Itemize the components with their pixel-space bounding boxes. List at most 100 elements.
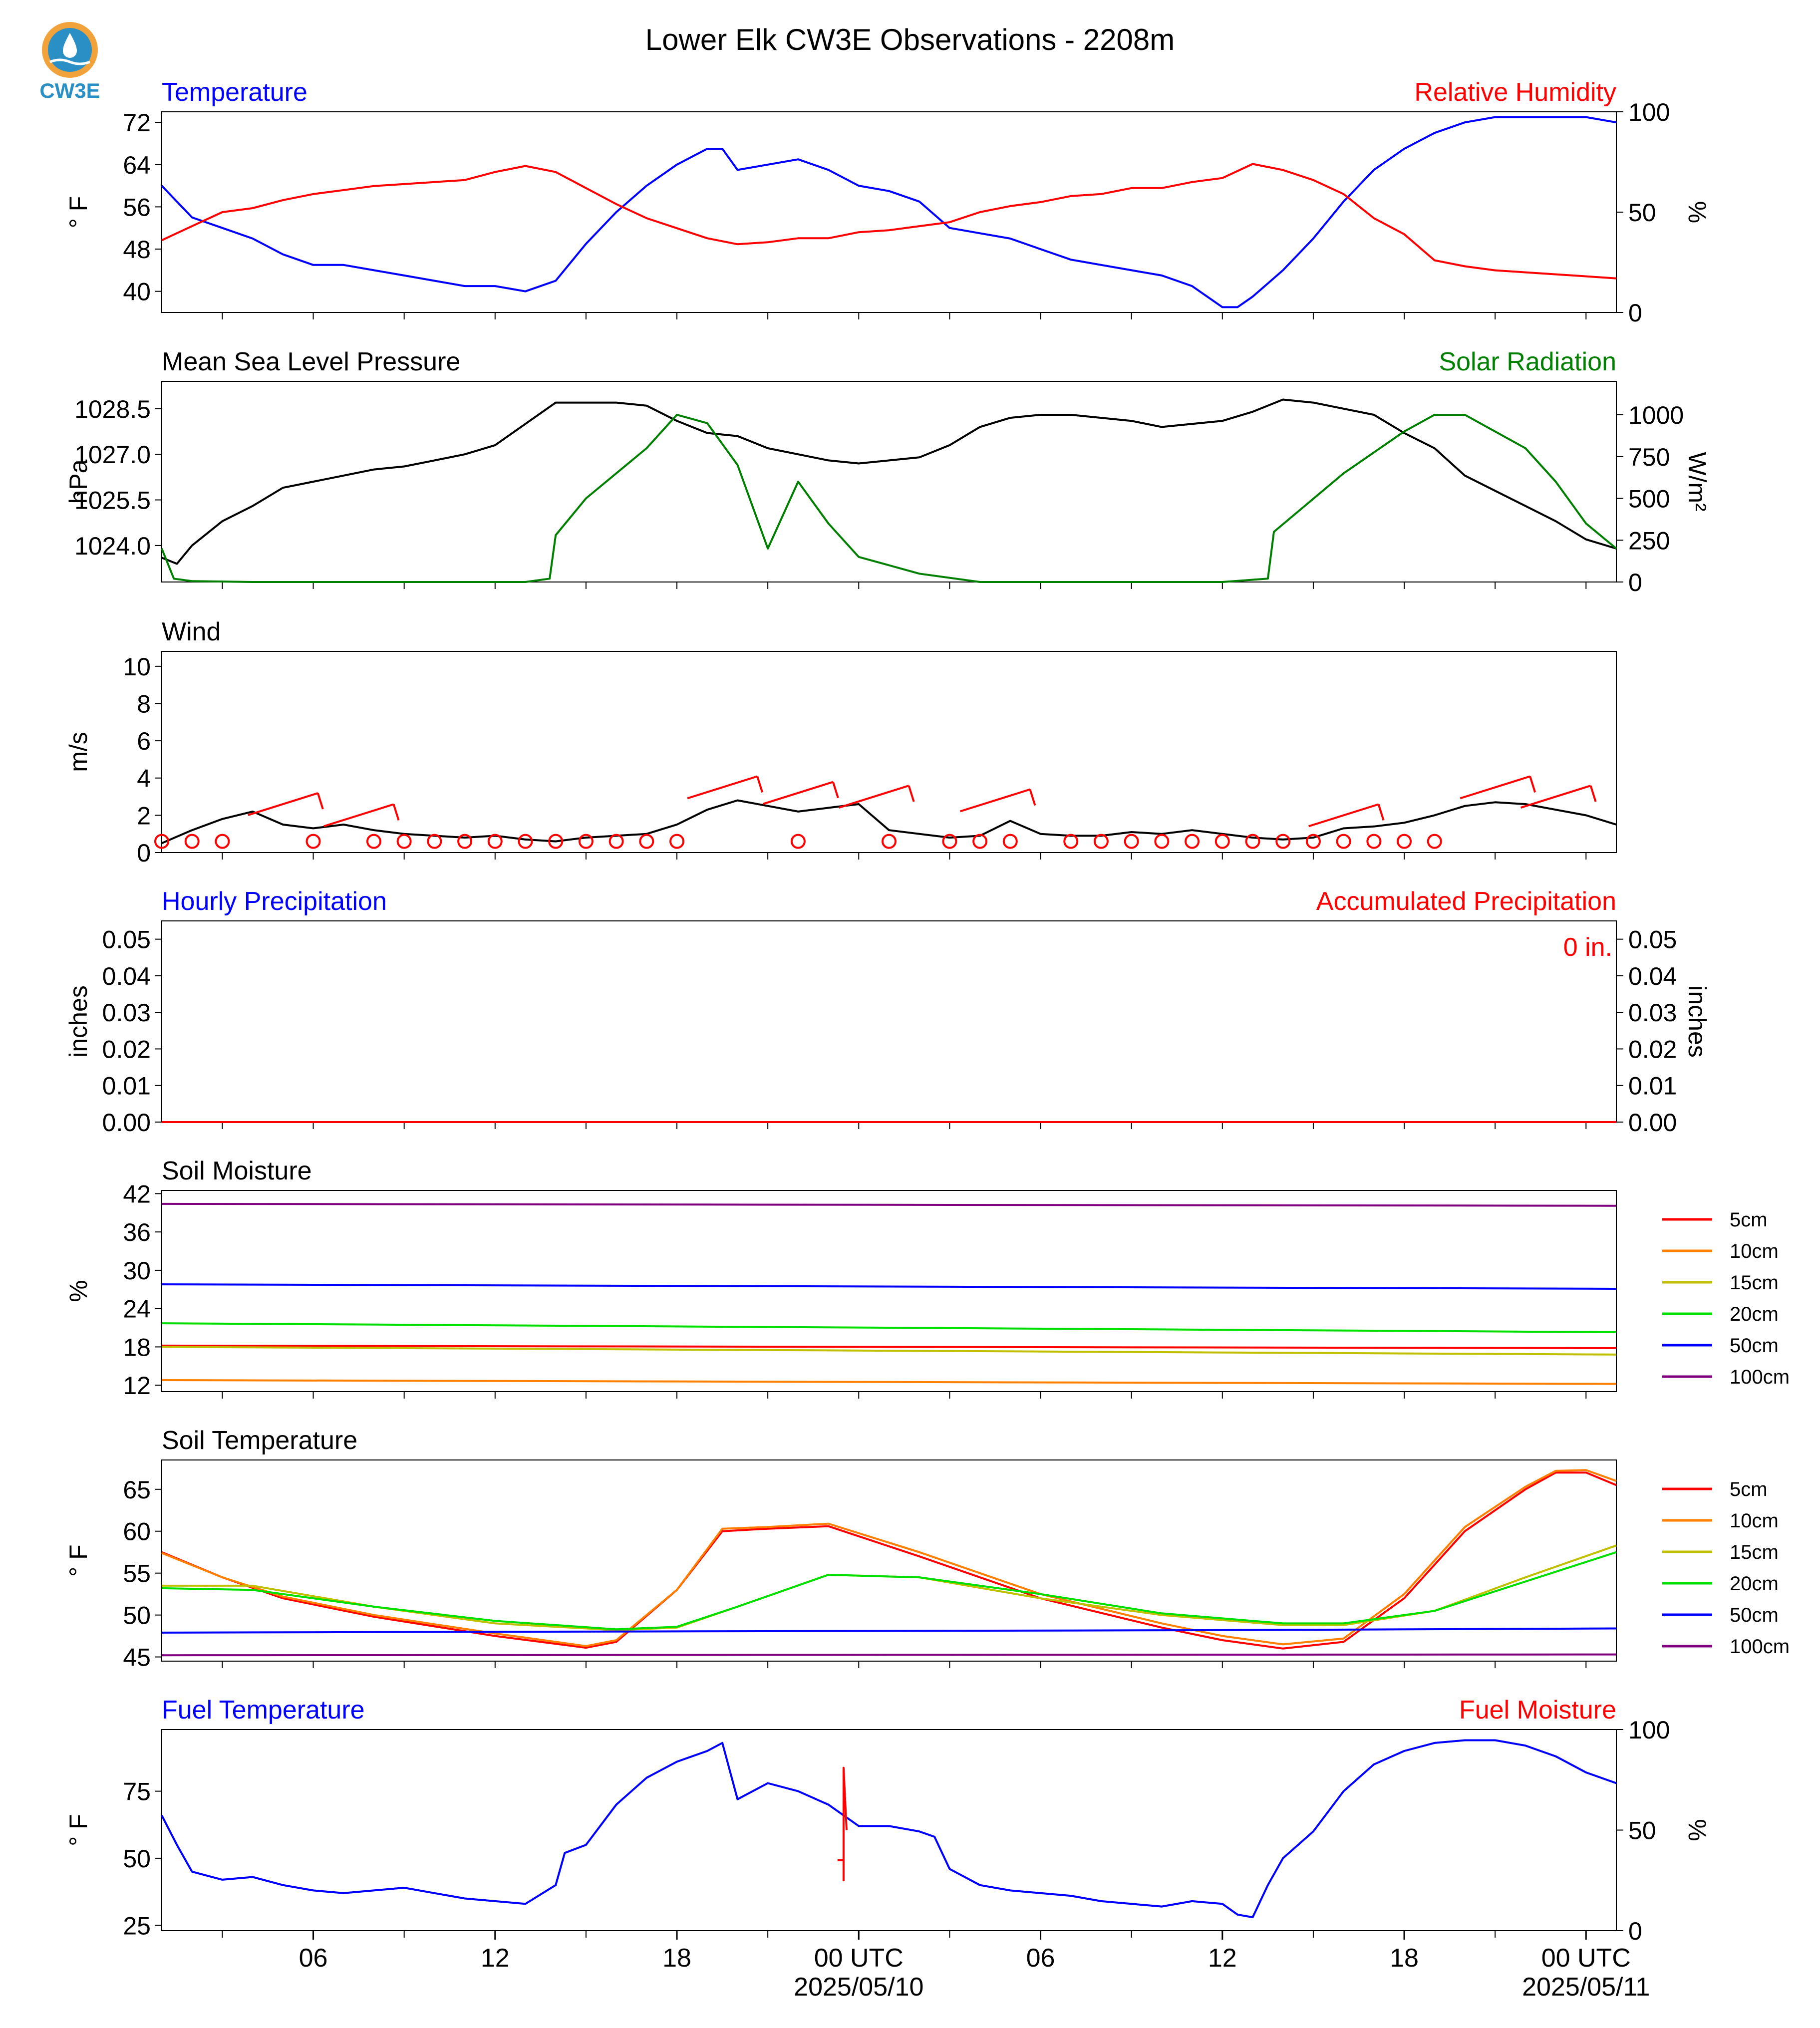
- y-right-tick-label: 0.05: [1628, 926, 1677, 954]
- wind-barb-flag: [756, 776, 764, 793]
- y-tick-label: 0.03: [102, 999, 151, 1027]
- panel-title-left: Soil Moisture: [162, 1157, 312, 1185]
- x-tick-label: 18: [1390, 1944, 1419, 1973]
- calm-wind-circle: [1275, 834, 1291, 849]
- plot-frame: [161, 111, 1617, 313]
- y-tick-label: 48: [123, 236, 151, 264]
- legend-label: 50cm: [1730, 1335, 1779, 1357]
- wind-barb: [1520, 785, 1591, 809]
- y-tick-label: 10: [123, 653, 151, 681]
- wind-barb: [248, 792, 318, 816]
- calm-wind-circle: [790, 834, 806, 849]
- y-tick-label: 30: [123, 1257, 151, 1285]
- calm-wind-circle: [427, 834, 442, 849]
- panel-title-left: Fuel Temperature: [162, 1696, 365, 1725]
- figure-title: Lower Elk CW3E Observations - 2208m: [645, 23, 1175, 56]
- calm-wind-circle: [518, 834, 533, 849]
- calm-wind-circle: [639, 834, 654, 849]
- legend-label: 5cm: [1730, 1478, 1768, 1500]
- y-axis-label-right: %: [1683, 201, 1711, 223]
- y-axis-label-right: %: [1683, 1819, 1711, 1841]
- y-tick-label: 65: [123, 1476, 151, 1504]
- accumulated-total: 0 in.: [1563, 933, 1612, 962]
- x-tick-label: 00 UTC: [1541, 1944, 1631, 1973]
- legend-label: 10cm: [1730, 1240, 1779, 1262]
- y-tick-label: 0.05: [102, 926, 151, 954]
- y-axis-label: hPa: [64, 459, 92, 504]
- y-right-tick-label: 50: [1628, 1817, 1656, 1845]
- calm-wind-circle: [1185, 834, 1200, 849]
- series-15cm: [161, 1346, 1617, 1356]
- y-tick-label: 75: [123, 1778, 151, 1806]
- y-tick-label: 50: [123, 1845, 151, 1873]
- y-right-tick-label: 750: [1628, 443, 1670, 471]
- y-axis-label: ° F: [64, 196, 92, 228]
- series-50cm: [161, 1283, 1617, 1290]
- plot-frame: [161, 651, 1617, 853]
- y-tick-label: 1028.5: [74, 395, 151, 423]
- calm-wind-circle: [366, 834, 381, 849]
- calm-wind-circle: [1002, 834, 1018, 849]
- y-right-tick-label: 100: [1628, 98, 1670, 126]
- x-tick-label: 06: [1026, 1944, 1055, 1973]
- wind-barb-flag: [1377, 804, 1385, 821]
- series-relative-humidity: [161, 163, 1617, 280]
- panel-fuel: 25 50 75 0 50 100 Fuel Temperature Fuel Moistur…: [64, 1696, 1711, 2002]
- calm-wind-circle: [1366, 834, 1382, 849]
- plot-frame: [161, 1190, 1617, 1392]
- plot-frame: [161, 1729, 1617, 1931]
- logo-text: CW3E: [39, 79, 100, 102]
- x-tick-label: 00 UTC: [814, 1944, 904, 1973]
- x-tick-label: 18: [662, 1944, 691, 1973]
- series-100cm: [161, 1653, 1617, 1657]
- calm-wind-circle: [882, 834, 897, 849]
- series-5cm: [161, 1344, 1617, 1349]
- panel-title-left: Mean Sea Level Pressure: [162, 347, 460, 376]
- y-right-tick-label: 500: [1628, 485, 1670, 513]
- y-tick-label: 55: [123, 1560, 151, 1588]
- y-right-tick-label: 0.04: [1628, 962, 1677, 990]
- wind-barb: [1308, 803, 1379, 828]
- wind-barb-flag: [1529, 776, 1536, 793]
- wind-barb-flag: [832, 781, 839, 799]
- calm-wind-circle: [669, 834, 685, 849]
- wind-barb-flag: [1589, 785, 1597, 802]
- calm-wind-circle: [184, 834, 200, 849]
- series-20cm: [161, 1322, 1617, 1333]
- calm-wind-circle: [608, 834, 624, 849]
- panel-soil_temperature: 45 50 55 60 65 Soil Temperature ° F 5cm 10cm 15cm…: [64, 1426, 1790, 1672]
- y-right-tick-label: 50: [1628, 199, 1656, 227]
- panel-wind: 0 2 4 6 8 10 Wind m/s: [64, 617, 1617, 867]
- series-100cm: [161, 1202, 1617, 1207]
- x-date-label: 2025/05/11: [1522, 1973, 1650, 2002]
- wind-barb: [959, 788, 1031, 813]
- series-20cm: [161, 1551, 1617, 1631]
- wind-barb: [687, 775, 758, 800]
- calm-wind-circle: [1124, 834, 1139, 849]
- y-tick-label: 0.00: [102, 1109, 151, 1137]
- legend-label: 15cm: [1730, 1272, 1779, 1294]
- y-tick-label: 18: [123, 1333, 151, 1361]
- series-10cm: [161, 1379, 1617, 1385]
- wind-barb-flag: [316, 793, 324, 810]
- series-temperature: [161, 116, 1617, 308]
- panel-title-left: Soil Temperature: [162, 1426, 357, 1455]
- calm-wind-circle: [1305, 834, 1321, 849]
- panel-pressure: 1024.0 1025.5 1027.0 1028.5 0 250 500 750 1000 Me…: [64, 347, 1711, 596]
- calm-wind-circle: [972, 834, 988, 849]
- wind-barb-flag: [1029, 789, 1036, 806]
- legend-label: 50cm: [1730, 1604, 1779, 1626]
- y-tick-label: 6: [137, 727, 151, 755]
- y-tick-label: 64: [123, 151, 151, 179]
- legend-label: 100cm: [1730, 1636, 1790, 1658]
- calm-wind-circle: [1063, 834, 1079, 849]
- legend-label: 10cm: [1730, 1510, 1779, 1532]
- calm-wind-circle: [548, 834, 564, 849]
- cw3e-logo: CW3E: [35, 18, 105, 105]
- y-right-tick-label: 0.03: [1628, 999, 1677, 1027]
- y-tick-label: 2: [137, 802, 151, 830]
- series-5cm: [161, 1471, 1617, 1650]
- legend-label: 100cm: [1730, 1366, 1790, 1388]
- y-tick-label: 8: [137, 690, 151, 718]
